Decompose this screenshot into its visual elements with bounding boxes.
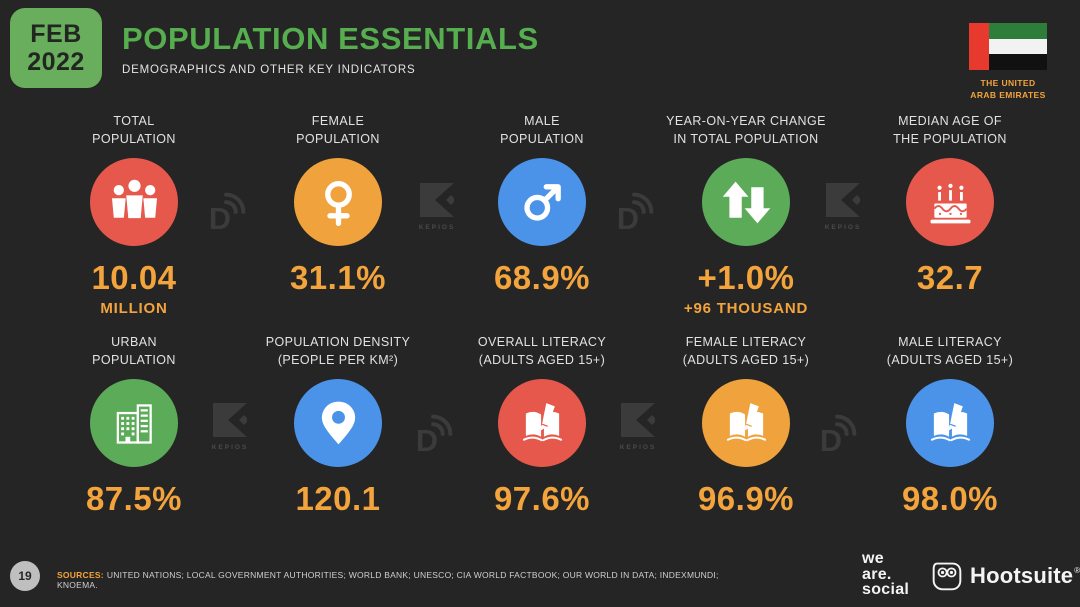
stat-card-female-population: FEMALE POPULATION 31.1% [236, 113, 440, 317]
stat-label: URBAN POPULATION [92, 335, 176, 367]
stat-label: POPULATION DENSITY (PEOPLE PER KM²) [265, 335, 411, 367]
stat-label: MALE LITERACY (ADULTS AGED 15+) [886, 335, 1014, 367]
stat-value: 120.1 [295, 480, 381, 517]
sources-label: SOURCES: [57, 570, 104, 580]
stat-value: 97.6% [493, 480, 591, 517]
kepios-watermark: KEPIOS [613, 403, 663, 451]
stat-value: +1.0% [697, 259, 795, 296]
kepios-watermark-label: KEPIOS [211, 444, 249, 451]
stat-label: MALE POPULATION [500, 114, 584, 146]
book-pencil-icon [726, 402, 766, 441]
stat-label: OVERALL LITERACY (ADULTS AGED 15+) [477, 335, 607, 367]
stat-icon-circle [702, 379, 790, 467]
stat-card-male-literacy: MALE LITERACY (ADULTS AGED 15+) 98.0% [848, 334, 1052, 521]
book-pencil-icon [522, 402, 562, 441]
country-block: THE UNITED ARAB EMIRATES [962, 23, 1054, 102]
stat-value: 31.1% [289, 259, 387, 296]
kepios-watermark: KEPIOS [818, 183, 868, 231]
date-badge: FEB 2022 [10, 8, 102, 88]
hootsuite-owl-icon [932, 562, 962, 591]
stat-icon-circle [498, 379, 586, 467]
stat-value: 96.9% [697, 480, 795, 517]
country-label: THE UNITED ARAB EMIRATES [970, 78, 1046, 101]
buildings-icon [116, 403, 152, 444]
stats-row-2: URBAN POPULATION 87.5% [32, 334, 1048, 521]
hootsuite-wordmark: Hootsuite [970, 563, 1074, 588]
page-subtitle: DEMOGRAPHICS AND OTHER KEY INDICATORS [122, 64, 416, 76]
people-group-icon [111, 179, 157, 218]
stat-value: 10.04 [91, 259, 177, 296]
stat-card-yoy-change: YEAR-ON-YEAR CHANGE IN TOTAL POPULATION … [644, 113, 848, 317]
stat-label: MEDIAN AGE OF THE POPULATION [893, 114, 1007, 146]
stat-icon-circle [294, 379, 382, 467]
sources-text: UNITED NATIONS; LOCAL GOVERNMENT AUTHORI… [57, 570, 719, 590]
stat-icon-circle [90, 158, 178, 246]
svg-text:D: D [820, 424, 842, 454]
kepios-watermark-label: KEPIOS [824, 224, 862, 231]
stat-label: TOTAL POPULATION [92, 114, 176, 146]
stat-label: YEAR-ON-YEAR CHANGE IN TOTAL POPULATION [666, 114, 826, 146]
stat-icon-circle [90, 379, 178, 467]
stat-value: 32.7 [916, 259, 984, 296]
stat-label: FEMALE LITERACY (ADULTS AGED 15+) [682, 335, 810, 367]
page-title: POPULATION ESSENTIALS [122, 21, 539, 56]
male-icon [523, 183, 561, 221]
stat-card-urban-population: URBAN POPULATION 87.5% [32, 334, 236, 521]
stat-card-total-population: TOTAL POPULATION 10.04 MILLION [32, 113, 236, 317]
header: POPULATION ESSENTIALS DEMOGRAPHICS AND O… [122, 21, 539, 76]
datareportal-watermark: D [410, 408, 460, 459]
female-icon [324, 180, 352, 226]
datareportal-watermark: D [814, 408, 864, 459]
stat-icon-circle [294, 158, 382, 246]
stat-icon-circle [498, 158, 586, 246]
was-line-1: we [862, 550, 884, 567]
stat-icon-circle [702, 158, 790, 246]
stat-label: FEMALE POPULATION [296, 114, 380, 146]
was-line-3: social [862, 581, 910, 599]
svg-text:D: D [617, 202, 639, 232]
we-are-social-logo: we are. social [862, 551, 909, 598]
uae-flag-icon [969, 23, 1047, 71]
sources-line: SOURCES: UNITED NATIONS; LOCAL GOVERNMENT… [57, 570, 757, 590]
flag-red-band [969, 23, 989, 70]
kepios-watermark-label: KEPIOS [619, 444, 657, 451]
stat-card-female-literacy: FEMALE LITERACY (ADULTS AGED 15+) 96.9% [644, 334, 848, 521]
svg-text:D: D [209, 202, 231, 232]
kepios-watermark: KEPIOS [205, 403, 255, 451]
hootsuite-logo: Hootsuite ® [931, 560, 1080, 592]
flag-stripes [989, 23, 1047, 71]
birthday-cake-icon [930, 183, 970, 223]
stat-card-male-population: MALE POPULATION 68.9% [440, 113, 644, 317]
stat-card-population-density: POPULATION DENSITY (PEOPLE PER KM²) 120.… [236, 334, 440, 521]
stat-value: 87.5% [85, 480, 183, 517]
stat-value: 68.9% [493, 259, 591, 296]
stat-icon-circle [906, 158, 994, 246]
stat-icon-circle [906, 379, 994, 467]
kepios-watermark-label: KEPIOS [418, 224, 456, 231]
datareportal-watermark: D [203, 186, 253, 237]
stat-subvalue: +96 THOUSAND [683, 300, 809, 317]
page-number-badge: 19 [10, 561, 40, 591]
svg-text:D: D [416, 424, 438, 454]
stat-value: 98.0% [901, 480, 999, 517]
datareportal-watermark: D [611, 186, 661, 237]
kepios-watermark: KEPIOS [412, 183, 462, 231]
stat-card-overall-literacy: OVERALL LITERACY (ADULTS AGED 15+) 97.6% [440, 334, 644, 521]
stats-row-1: TOTAL POPULATION 10.04 MILLION FEMALE PO… [32, 113, 1048, 317]
stat-card-median-age: MEDIAN AGE OF THE POPULATION 32.7 [848, 113, 1052, 317]
up-down-arrows-icon [722, 181, 770, 223]
registered-mark: ® [1074, 565, 1080, 575]
book-pencil-icon [930, 402, 970, 441]
was-line-2: are. [862, 565, 892, 583]
map-pin-icon [321, 401, 355, 444]
stat-subvalue: MILLION [100, 300, 168, 317]
